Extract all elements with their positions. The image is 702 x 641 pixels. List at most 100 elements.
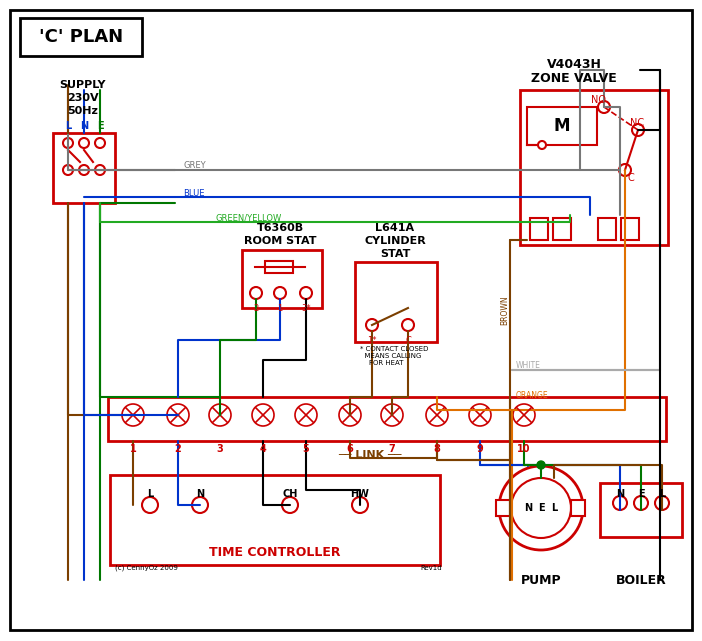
Circle shape bbox=[499, 466, 583, 550]
Text: GREEN/YELLOW: GREEN/YELLOW bbox=[215, 213, 282, 222]
Circle shape bbox=[402, 319, 414, 331]
Text: 7: 7 bbox=[389, 444, 395, 454]
Bar bbox=[20, 18, 142, 56]
Text: CH: CH bbox=[282, 489, 298, 499]
Text: 8: 8 bbox=[434, 444, 440, 454]
Text: WHITE: WHITE bbox=[516, 360, 541, 369]
Bar bbox=[496, 500, 510, 516]
Circle shape bbox=[634, 496, 648, 510]
Circle shape bbox=[598, 101, 610, 113]
Text: V4043H: V4043H bbox=[547, 58, 602, 72]
Text: 1*: 1* bbox=[367, 336, 377, 345]
Text: CYLINDER: CYLINDER bbox=[364, 236, 426, 246]
Circle shape bbox=[366, 319, 378, 331]
Circle shape bbox=[295, 404, 317, 426]
Bar bbox=[265, 261, 293, 273]
Circle shape bbox=[655, 496, 669, 510]
Circle shape bbox=[511, 478, 571, 538]
Bar bbox=[600, 483, 682, 537]
Text: 1: 1 bbox=[130, 444, 136, 454]
Text: BOILER: BOILER bbox=[616, 574, 666, 587]
Text: GREY: GREY bbox=[183, 162, 206, 171]
Bar bbox=[553, 218, 571, 240]
Text: L: L bbox=[147, 489, 153, 499]
Circle shape bbox=[63, 165, 73, 175]
Text: N: N bbox=[616, 489, 624, 499]
Circle shape bbox=[209, 404, 231, 426]
Circle shape bbox=[632, 124, 644, 136]
Circle shape bbox=[613, 496, 627, 510]
Text: E: E bbox=[538, 503, 544, 513]
Circle shape bbox=[381, 404, 403, 426]
Text: 3*: 3* bbox=[301, 304, 311, 313]
Bar bbox=[108, 397, 666, 441]
Bar bbox=[242, 250, 322, 308]
Text: ROOM STAT: ROOM STAT bbox=[244, 236, 316, 246]
Circle shape bbox=[252, 404, 274, 426]
Text: Rev1d: Rev1d bbox=[420, 565, 442, 571]
Text: NC: NC bbox=[630, 118, 644, 128]
Bar bbox=[53, 133, 115, 203]
Text: C: C bbox=[628, 173, 635, 183]
Text: ORANGE: ORANGE bbox=[516, 390, 549, 399]
Circle shape bbox=[250, 287, 262, 299]
Text: 1: 1 bbox=[277, 304, 283, 313]
Text: TIME CONTROLLER: TIME CONTROLLER bbox=[209, 545, 340, 558]
Circle shape bbox=[513, 404, 535, 426]
Circle shape bbox=[352, 497, 368, 513]
Text: PUMP: PUMP bbox=[521, 574, 562, 587]
Text: STAT: STAT bbox=[380, 249, 410, 259]
Text: BROWN: BROWN bbox=[501, 296, 510, 325]
Text: 3: 3 bbox=[217, 444, 223, 454]
Text: BLUE: BLUE bbox=[183, 188, 204, 197]
Text: E: E bbox=[637, 489, 644, 499]
Circle shape bbox=[537, 461, 545, 469]
Circle shape bbox=[79, 138, 89, 148]
Circle shape bbox=[619, 164, 631, 176]
Text: N: N bbox=[524, 503, 532, 513]
Circle shape bbox=[95, 138, 105, 148]
Bar bbox=[571, 500, 585, 516]
Text: 6: 6 bbox=[347, 444, 353, 454]
Bar bbox=[520, 90, 668, 245]
Circle shape bbox=[538, 141, 546, 149]
Bar bbox=[530, 218, 548, 240]
Text: (c) CennyOz 2009: (c) CennyOz 2009 bbox=[115, 565, 178, 571]
Text: * CONTACT CLOSED
  MEANS CALLING
    FOR HEAT: * CONTACT CLOSED MEANS CALLING FOR HEAT bbox=[360, 346, 428, 366]
Text: 2: 2 bbox=[175, 444, 181, 454]
Text: 230V: 230V bbox=[67, 93, 99, 103]
Text: HW: HW bbox=[350, 489, 369, 499]
Bar bbox=[110, 475, 440, 565]
Text: L641A: L641A bbox=[376, 223, 415, 233]
Bar bbox=[598, 218, 616, 240]
Text: ── LINK ──: ── LINK ── bbox=[338, 450, 402, 460]
Text: 5: 5 bbox=[303, 444, 310, 454]
Bar bbox=[527, 107, 597, 145]
Circle shape bbox=[300, 287, 312, 299]
Circle shape bbox=[282, 497, 298, 513]
Circle shape bbox=[95, 165, 105, 175]
Text: 2: 2 bbox=[253, 304, 258, 313]
Text: L: L bbox=[551, 503, 557, 513]
Text: ZONE VALVE: ZONE VALVE bbox=[531, 72, 617, 85]
Bar bbox=[621, 218, 639, 240]
Circle shape bbox=[274, 287, 286, 299]
Text: N: N bbox=[196, 489, 204, 499]
Text: C: C bbox=[405, 336, 411, 345]
Text: L: L bbox=[65, 121, 71, 131]
Circle shape bbox=[79, 165, 89, 175]
Circle shape bbox=[426, 404, 448, 426]
Circle shape bbox=[63, 138, 73, 148]
Circle shape bbox=[469, 404, 491, 426]
Text: M: M bbox=[554, 117, 570, 135]
Text: 50Hz: 50Hz bbox=[67, 106, 98, 116]
Text: NO: NO bbox=[591, 95, 606, 105]
Circle shape bbox=[192, 497, 208, 513]
Text: 10: 10 bbox=[517, 444, 531, 454]
Text: 9: 9 bbox=[477, 444, 484, 454]
Text: 4: 4 bbox=[260, 444, 266, 454]
Text: SUPPLY: SUPPLY bbox=[60, 80, 106, 90]
Circle shape bbox=[339, 404, 361, 426]
Circle shape bbox=[167, 404, 189, 426]
Text: L: L bbox=[659, 489, 665, 499]
